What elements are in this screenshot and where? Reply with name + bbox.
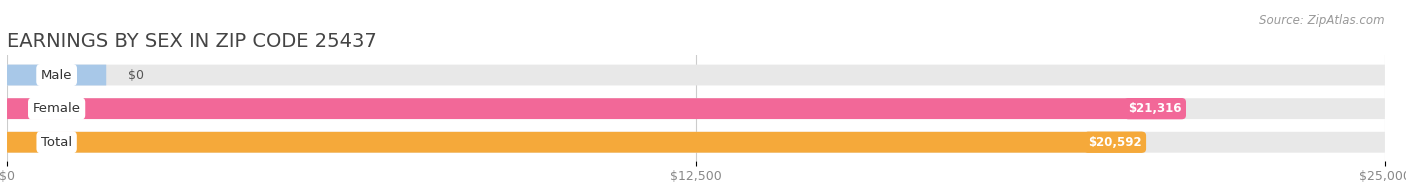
Text: $20,592: $20,592 xyxy=(1088,136,1142,149)
FancyBboxPatch shape xyxy=(7,65,107,85)
Text: $21,316: $21,316 xyxy=(1129,102,1182,115)
FancyBboxPatch shape xyxy=(7,132,1142,153)
Text: $0: $0 xyxy=(128,69,145,82)
Text: EARNINGS BY SEX IN ZIP CODE 25437: EARNINGS BY SEX IN ZIP CODE 25437 xyxy=(7,32,377,51)
Text: Source: ZipAtlas.com: Source: ZipAtlas.com xyxy=(1260,14,1385,27)
FancyBboxPatch shape xyxy=(7,98,1182,119)
Text: Female: Female xyxy=(32,102,80,115)
FancyBboxPatch shape xyxy=(7,65,1385,85)
FancyBboxPatch shape xyxy=(7,98,1385,119)
Text: Male: Male xyxy=(41,69,72,82)
Text: Total: Total xyxy=(41,136,72,149)
FancyBboxPatch shape xyxy=(7,132,1385,153)
